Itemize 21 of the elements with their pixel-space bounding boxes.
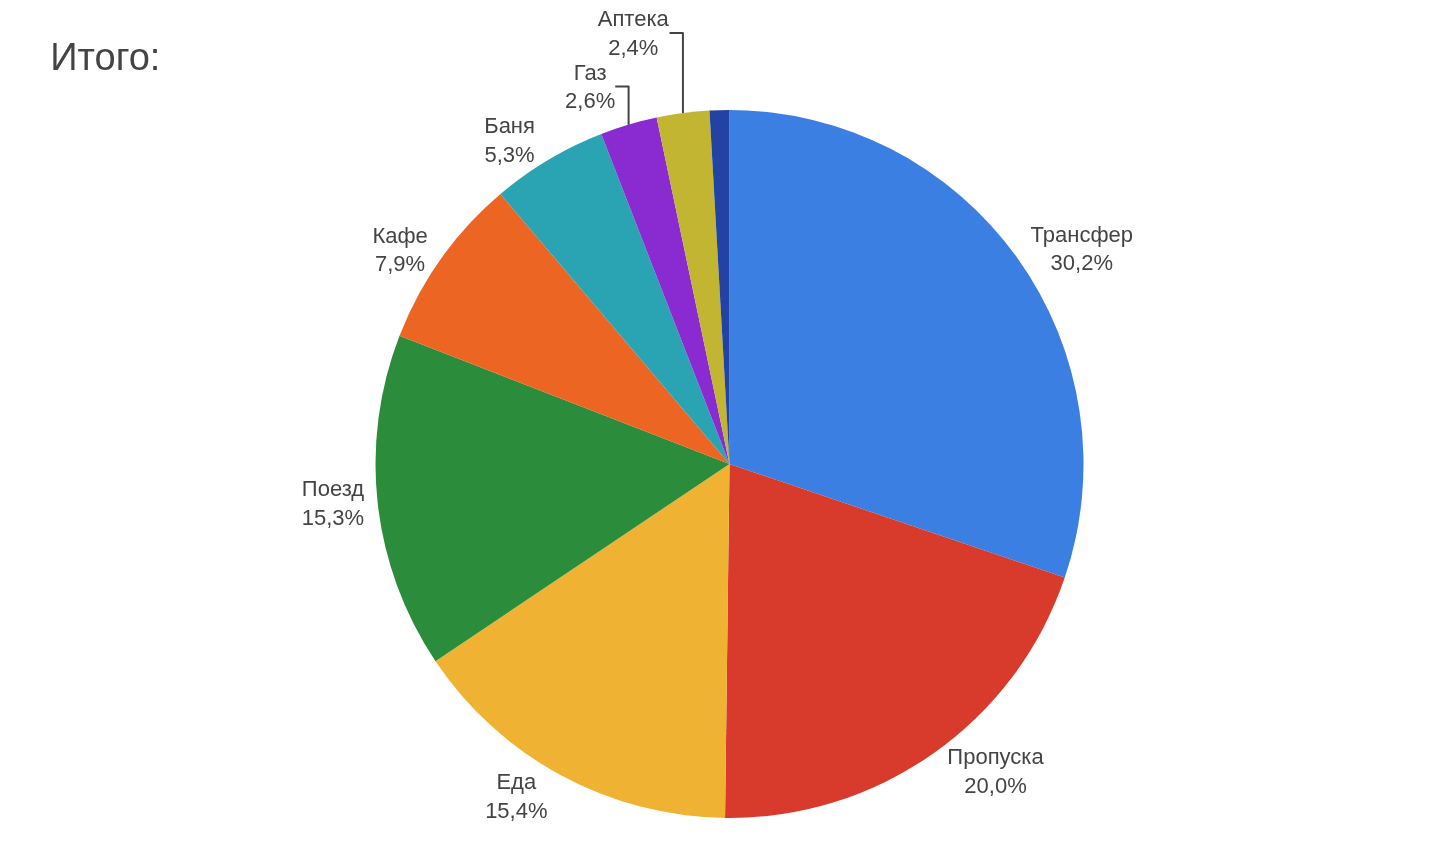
pie-slice — [601, 117, 730, 464]
data-label: 20,0% — [964, 772, 1027, 798]
slice-label: Газ — [573, 59, 607, 85]
data-label: 15,4% — [485, 797, 548, 823]
slice-label: Трансфер — [1030, 221, 1133, 247]
slice-label: Пропуска — [947, 744, 1045, 770]
data-label: 7,9% — [374, 251, 426, 277]
data-label: 5,3% — [484, 141, 535, 167]
data-label: 2,4% — [608, 34, 659, 60]
slice-label: Аптека — [597, 6, 670, 32]
data-label: 15,3% — [301, 504, 365, 530]
slice-label: Кафе — [372, 222, 428, 248]
pie-slice — [725, 464, 1065, 818]
text: Итого: — [50, 35, 161, 78]
pie-slice — [375, 335, 730, 662]
slice-label: Поезд — [301, 476, 365, 502]
slice-label: Баня — [484, 113, 535, 139]
pie-slice — [709, 110, 730, 464]
data-label: 2,6% — [565, 88, 616, 114]
slice-label: Еда — [496, 769, 537, 795]
data-label: 30,2% — [1050, 250, 1113, 276]
